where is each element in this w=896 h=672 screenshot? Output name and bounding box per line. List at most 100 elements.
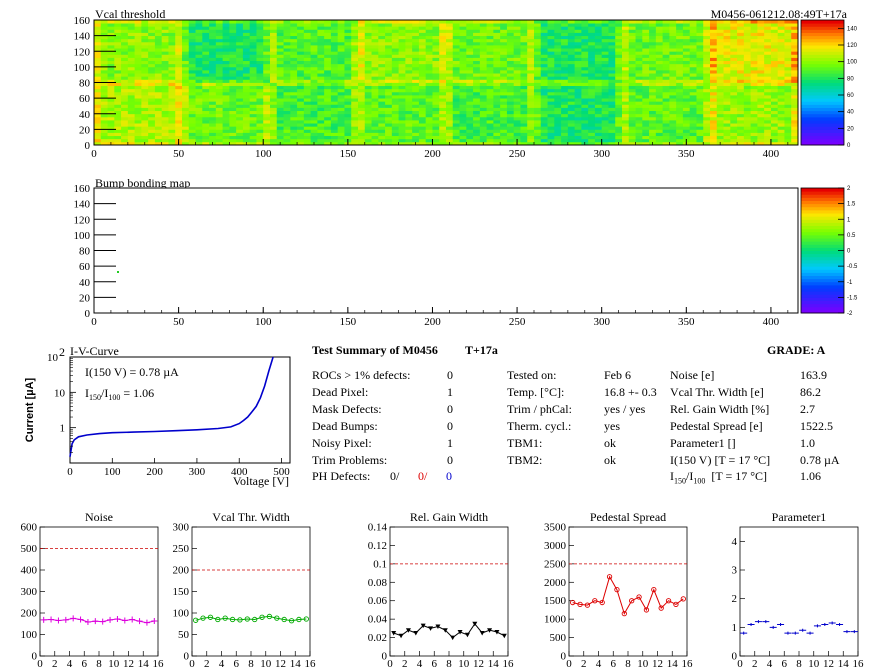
threshold-cell [418,66,427,71]
threshold-cell [432,63,440,68]
threshold-cell [770,54,779,58]
threshold-cell [459,35,467,40]
threshold-cell [446,135,454,140]
threshold-cell [527,116,535,121]
threshold-cell [520,126,528,130]
threshold-cell [710,32,718,37]
threshold-cell [493,54,501,58]
threshold-cell [777,70,785,74]
threshold-cell [209,123,217,127]
threshold-cell [730,70,738,74]
threshold-cell [249,91,257,96]
threshold-cell [303,70,312,74]
threshold-cell [554,107,562,112]
threshold-cell [534,126,542,130]
threshold-cell [676,129,684,133]
threshold-cell [777,88,785,93]
threshold-cell [337,129,345,133]
palette-tick-label: -1 [847,280,853,286]
threshold-cell [676,20,684,24]
threshold-cell [385,82,393,87]
threshold-cell [188,45,196,49]
threshold-cell [642,73,650,77]
threshold-cell [608,101,616,105]
threshold-cell [547,54,555,58]
threshold-cell [337,54,345,58]
threshold-cell [236,57,244,62]
threshold-cell [114,66,122,71]
small-ytick-label: 1000 [544,614,567,626]
threshold-cell [141,35,149,40]
threshold-cell [195,45,203,49]
threshold-cell [777,45,785,49]
threshold-cell [446,132,454,137]
threshold-cell [466,79,474,83]
threshold-cell [175,107,183,112]
threshold-cell [588,85,596,90]
threshold-cell [385,85,393,90]
threshold-cell [757,82,765,87]
threshold-cell [141,98,149,102]
small-ytick-label: 500 [21,543,38,555]
small-plot-frame [568,526,688,657]
threshold-cell [209,104,217,108]
threshold-cell [344,54,352,58]
threshold-cell [391,41,400,46]
threshold-cell [182,32,190,37]
threshold-cell [446,126,454,130]
threshold-cell [432,23,440,27]
threshold-cell [716,91,724,96]
threshold-cell [791,54,799,58]
threshold-cell [513,91,521,96]
threshold-cell [310,116,318,121]
threshold-cell [540,66,548,71]
threshold-cell [588,57,596,62]
threshold-cell [249,35,257,40]
threshold-cell [114,126,122,130]
threshold-cell [594,88,603,93]
threshold-cell [337,85,345,90]
threshold-cell [520,20,528,24]
threshold-cell [141,63,149,68]
threshold-cell [676,132,684,137]
threshold-cell [655,116,664,121]
threshold-cell [791,66,799,71]
threshold-cell [236,129,244,133]
threshold-cell [594,132,603,137]
threshold-cell [330,104,339,108]
threshold-cell [418,126,427,130]
threshold-cell [574,60,582,65]
threshold-cell [222,98,230,102]
summary-mid-label-1: Temp. [°C]: [507,385,565,399]
threshold-cell [270,101,278,105]
threshold-cell [330,138,339,143]
summary-left-label-4: Noisy Pixel: [312,436,372,450]
threshold-cell [351,66,359,71]
threshold-cell [100,45,108,49]
threshold-cell [412,70,420,74]
threshold-cell [723,95,731,99]
threshold-cell [466,20,474,24]
threshold-cell [567,132,576,137]
threshold-cell [757,135,765,140]
threshold-cell [622,63,630,68]
threshold-cell [222,129,230,133]
threshold-cell [567,26,576,30]
threshold-cell [385,23,393,27]
threshold-cell [405,104,413,108]
threshold-cell [615,70,623,74]
threshold-cell [554,138,562,143]
threshold-cell [127,48,136,52]
threshold-cell [446,51,454,55]
threshold-cell [594,116,603,121]
iv-ytick-exp: 2 [59,345,65,359]
threshold-cell [168,51,176,55]
threshold-cell [398,60,406,65]
threshold-cell [452,101,460,105]
threshold-cell [405,116,413,121]
threshold-cell [405,95,413,99]
threshold-cell [229,32,237,37]
threshold-cell [750,104,758,108]
threshold-cell [791,98,799,102]
threshold-cell [540,51,548,55]
